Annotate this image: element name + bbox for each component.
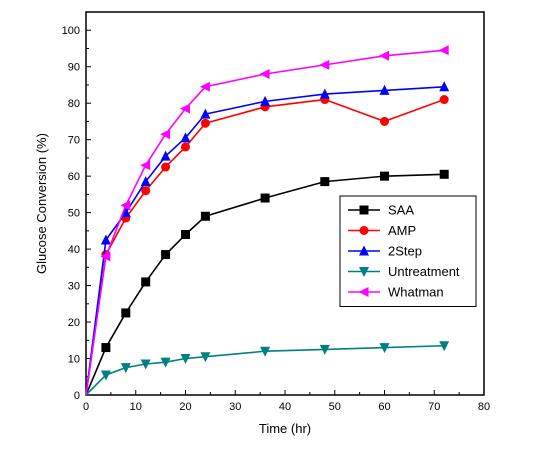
data-point-whatman (379, 50, 389, 61)
legend-marker (359, 205, 369, 215)
y-axis-label: Glucose Conversion (%) (34, 133, 49, 274)
x-tick-label: 50 (329, 401, 341, 413)
data-point-saa (439, 169, 449, 179)
data-point-untreatment (319, 344, 330, 355)
legend-label: 2Step (388, 244, 422, 259)
data-point-2step (120, 207, 131, 218)
x-tick-label: 60 (378, 401, 390, 413)
y-tick-label: 50 (68, 208, 80, 220)
x-tick-label: 20 (179, 401, 191, 413)
data-point-whatman (100, 251, 111, 262)
x-tick-label: 70 (428, 401, 440, 413)
data-point-amp (380, 116, 389, 126)
data-point-untreatment (200, 352, 211, 363)
x-tick-label: 30 (229, 401, 241, 413)
data-point-whatman (199, 81, 210, 92)
y-tick-label: 60 (68, 171, 80, 183)
data-point-whatman (120, 200, 131, 211)
x-tick-label: 80 (478, 401, 490, 413)
legend-label: AMP (388, 223, 416, 238)
plot-area: 0 10 20 30 40 50 60 70 80 0 10 20 30 40 50 60 70 80 90 100 (62, 11, 490, 413)
x-axis-label: Time (hr) (259, 421, 311, 436)
data-point-2step (180, 132, 191, 143)
legend-marker (359, 245, 369, 256)
data-point-whatman (438, 45, 449, 56)
data-point-saa (141, 277, 151, 287)
data-point-whatman (180, 103, 190, 114)
legend-label: Untreatment (388, 264, 460, 279)
data-point-untreatment (439, 341, 450, 352)
legend: SAA AMP 2Step Untreatment Whatman (339, 195, 477, 307)
data-point-untreatment (180, 354, 191, 365)
y-tick-label: 100 (62, 25, 80, 37)
data-point-untreatment (260, 346, 271, 357)
legend-marker (359, 226, 369, 235)
data-point-whatman (259, 69, 270, 80)
data-point-saa (161, 250, 171, 260)
y-tick-label: 20 (68, 317, 80, 329)
legend-marker (359, 267, 369, 277)
data-point-amp (439, 95, 449, 105)
data-point-untreatment (100, 370, 111, 381)
y-tick-label: 30 (68, 281, 80, 293)
data-point-saa (320, 177, 330, 187)
data-point-2step (200, 108, 211, 119)
data-point-whatman (160, 129, 171, 140)
x-tick-label: 0 (83, 401, 89, 413)
data-point-saa (181, 230, 190, 240)
data-point-2step (439, 81, 450, 92)
data-point-2step (379, 84, 390, 95)
data-point-amp (161, 162, 171, 172)
y-tick-label: 10 (68, 354, 80, 366)
series-untreatment (85, 341, 450, 396)
series-whatman (85, 45, 449, 396)
y-tick-label: 80 (68, 98, 80, 110)
data-point-amp (200, 118, 210, 128)
data-point-untreatment (379, 343, 390, 354)
data-point-amp (141, 186, 151, 196)
series-saa (85, 169, 449, 396)
x-tick-label: 10 (130, 401, 142, 413)
data-point-untreatment (140, 359, 151, 370)
data-point-untreatment (160, 357, 171, 368)
data-point-saa (200, 211, 210, 221)
legend-marker (358, 287, 369, 297)
data-point-saa (380, 171, 389, 181)
legend-label: SAA (388, 203, 414, 218)
data-point-saa (121, 308, 131, 318)
y-tick-label: 40 (68, 244, 80, 256)
data-point-saa (260, 193, 270, 203)
data-point-untreatment (120, 363, 131, 374)
y-tick-label: 0 (74, 390, 80, 402)
data-point-amp (181, 142, 190, 152)
x-tick-label: 40 (279, 401, 291, 413)
data-point-2step (319, 88, 330, 99)
data-point-saa (101, 343, 111, 353)
data-point-whatman (140, 160, 151, 171)
y-tick-label: 90 (68, 62, 80, 74)
data-point-2step (100, 234, 111, 245)
data-point-2step (140, 176, 151, 187)
data-point-2step (160, 150, 171, 161)
data-point-whatman (319, 59, 330, 70)
data-point-2step (260, 95, 271, 106)
y-tick-label: 70 (68, 135, 80, 147)
legend-label: Whatman (388, 285, 444, 300)
